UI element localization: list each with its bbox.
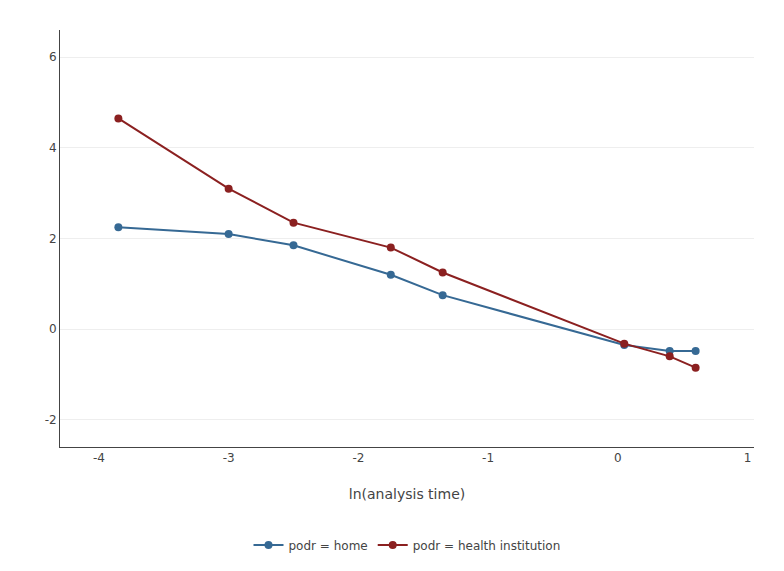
svg-text:podr = home: podr = home (289, 539, 368, 553)
svg-text:ln(analysis time): ln(analysis time) (349, 486, 465, 502)
svg-text:-1: -1 (482, 451, 494, 465)
svg-text:6: 6 (49, 50, 57, 64)
svg-text:0: 0 (614, 451, 622, 465)
svg-text:-4: -4 (93, 451, 105, 465)
svg-text:4: 4 (49, 141, 57, 155)
svg-text:-2: -2 (45, 413, 57, 427)
svg-text:2: 2 (49, 232, 57, 246)
svg-text:1: 1 (744, 451, 752, 465)
svg-text:0: 0 (49, 322, 57, 336)
svg-text:podr = health institution: podr = health institution (413, 539, 561, 553)
svg-text:-2: -2 (352, 451, 364, 465)
svg-text:-3: -3 (223, 451, 235, 465)
